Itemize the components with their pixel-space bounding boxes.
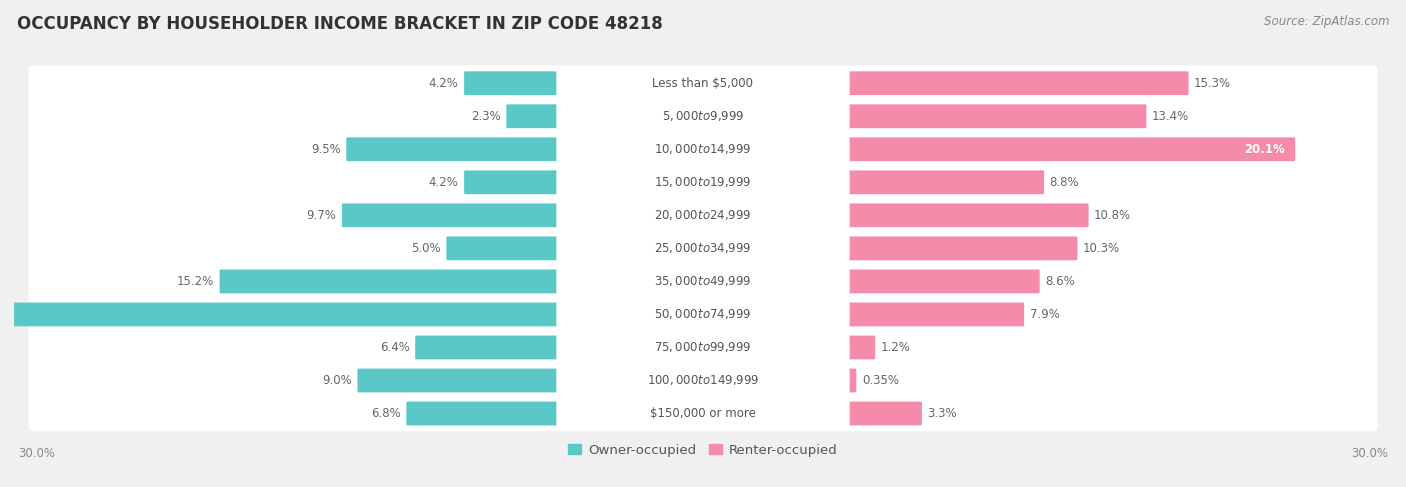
FancyBboxPatch shape	[557, 334, 849, 361]
FancyBboxPatch shape	[846, 369, 856, 393]
FancyBboxPatch shape	[506, 104, 560, 128]
Text: OCCUPANCY BY HOUSEHOLDER INCOME BRACKET IN ZIP CODE 48218: OCCUPANCY BY HOUSEHOLDER INCOME BRACKET …	[17, 15, 662, 33]
Text: $150,000 or more: $150,000 or more	[650, 407, 756, 420]
FancyBboxPatch shape	[219, 269, 560, 293]
Text: Less than $5,000: Less than $5,000	[652, 77, 754, 90]
Text: 9.0%: 9.0%	[322, 374, 352, 387]
Text: $20,000 to $24,999: $20,000 to $24,999	[654, 208, 752, 223]
FancyBboxPatch shape	[415, 336, 560, 359]
Text: 3.3%: 3.3%	[928, 407, 957, 420]
FancyBboxPatch shape	[346, 137, 560, 161]
Text: 0.35%: 0.35%	[862, 374, 898, 387]
Text: 7.9%: 7.9%	[1029, 308, 1060, 321]
Text: 9.7%: 9.7%	[307, 209, 336, 222]
Text: $100,000 to $149,999: $100,000 to $149,999	[647, 374, 759, 388]
FancyBboxPatch shape	[846, 137, 1295, 161]
FancyBboxPatch shape	[28, 263, 1378, 299]
Text: 1.2%: 1.2%	[880, 341, 911, 354]
FancyBboxPatch shape	[846, 170, 1045, 194]
Text: 15.3%: 15.3%	[1194, 77, 1232, 90]
FancyBboxPatch shape	[846, 104, 1146, 128]
Text: $50,000 to $74,999: $50,000 to $74,999	[654, 307, 752, 321]
FancyBboxPatch shape	[846, 237, 1077, 260]
FancyBboxPatch shape	[557, 301, 849, 328]
FancyBboxPatch shape	[557, 70, 849, 97]
Text: 2.3%: 2.3%	[471, 110, 501, 123]
Text: $10,000 to $14,999: $10,000 to $14,999	[654, 142, 752, 156]
Text: 6.8%: 6.8%	[371, 407, 401, 420]
FancyBboxPatch shape	[464, 71, 560, 95]
Text: 6.4%: 6.4%	[380, 341, 409, 354]
FancyBboxPatch shape	[28, 363, 1378, 398]
FancyBboxPatch shape	[28, 230, 1378, 266]
FancyBboxPatch shape	[557, 169, 849, 196]
FancyBboxPatch shape	[464, 170, 560, 194]
FancyBboxPatch shape	[557, 235, 849, 262]
Text: 20.1%: 20.1%	[1244, 143, 1285, 156]
Legend: Owner-occupied, Renter-occupied: Owner-occupied, Renter-occupied	[562, 438, 844, 462]
FancyBboxPatch shape	[846, 269, 1039, 293]
FancyBboxPatch shape	[28, 131, 1378, 167]
FancyBboxPatch shape	[846, 402, 922, 426]
FancyBboxPatch shape	[557, 268, 849, 295]
FancyBboxPatch shape	[846, 71, 1188, 95]
FancyBboxPatch shape	[28, 396, 1378, 431]
FancyBboxPatch shape	[846, 204, 1088, 227]
FancyBboxPatch shape	[28, 198, 1378, 233]
Text: 4.2%: 4.2%	[429, 176, 458, 189]
Text: 8.6%: 8.6%	[1045, 275, 1076, 288]
FancyBboxPatch shape	[28, 98, 1378, 134]
FancyBboxPatch shape	[557, 400, 849, 427]
FancyBboxPatch shape	[557, 367, 849, 394]
Text: $25,000 to $34,999: $25,000 to $34,999	[654, 242, 752, 255]
FancyBboxPatch shape	[846, 336, 875, 359]
FancyBboxPatch shape	[0, 302, 560, 326]
Text: 10.3%: 10.3%	[1083, 242, 1121, 255]
Text: $35,000 to $49,999: $35,000 to $49,999	[654, 274, 752, 288]
Text: Source: ZipAtlas.com: Source: ZipAtlas.com	[1264, 15, 1389, 28]
FancyBboxPatch shape	[28, 165, 1378, 200]
FancyBboxPatch shape	[406, 402, 560, 426]
Text: 8.8%: 8.8%	[1050, 176, 1080, 189]
Text: $15,000 to $19,999: $15,000 to $19,999	[654, 175, 752, 189]
Text: 9.5%: 9.5%	[311, 143, 340, 156]
Text: 5.0%: 5.0%	[411, 242, 440, 255]
FancyBboxPatch shape	[28, 65, 1378, 101]
Text: 10.8%: 10.8%	[1094, 209, 1132, 222]
FancyBboxPatch shape	[446, 237, 560, 260]
Text: 4.2%: 4.2%	[429, 77, 458, 90]
FancyBboxPatch shape	[28, 330, 1378, 365]
Text: $75,000 to $99,999: $75,000 to $99,999	[654, 340, 752, 355]
Text: 13.4%: 13.4%	[1152, 110, 1189, 123]
Text: 15.2%: 15.2%	[177, 275, 214, 288]
FancyBboxPatch shape	[557, 103, 849, 130]
FancyBboxPatch shape	[28, 297, 1378, 332]
FancyBboxPatch shape	[342, 204, 560, 227]
FancyBboxPatch shape	[557, 136, 849, 163]
FancyBboxPatch shape	[357, 369, 560, 393]
FancyBboxPatch shape	[557, 202, 849, 229]
FancyBboxPatch shape	[846, 302, 1024, 326]
Text: $5,000 to $9,999: $5,000 to $9,999	[662, 109, 744, 123]
